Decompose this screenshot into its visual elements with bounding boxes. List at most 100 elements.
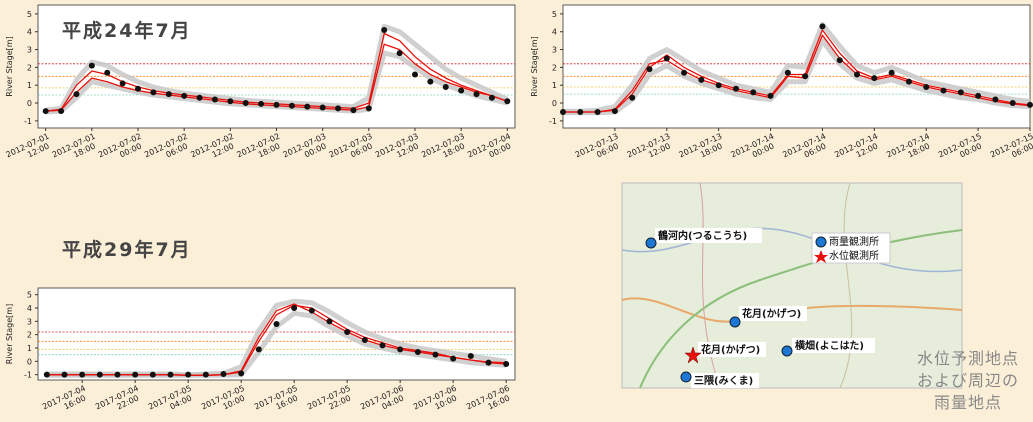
caption: および周辺の [917,371,1019,390]
observed-point [871,75,877,81]
page: -10123452012-07-0112:002012-07-0118:0020… [0,0,1033,422]
observed-point [486,360,492,366]
y-tick-label: 4 [27,304,32,313]
observed-point [468,353,474,359]
legend-label: 水位観測所 [829,249,879,262]
observed-point [327,318,333,324]
observed-point [185,372,191,378]
y-tick-label: 0 [552,99,557,108]
observed-point [166,91,172,97]
y-tick-label: 1 [27,344,32,353]
x-tick-label: 2017-07-0416:00 [41,384,91,420]
observed-point [289,103,295,109]
observed-point [197,95,203,101]
observed-point [412,72,418,78]
observed-point [941,88,947,94]
observed-point [350,107,356,113]
observed-point [716,82,722,88]
observed-point [227,98,233,104]
x-tick-label: 2017-07-0604:00 [359,384,409,420]
observed-point [733,86,739,92]
observed-point [79,372,85,378]
y-tick-label: 5 [27,291,32,300]
station-label: 鶴河内(つるこうち) [658,229,747,242]
observed-point [62,372,68,378]
station-label: 花月(かげつ) [742,307,801,320]
observed-point [309,308,315,314]
x-tick-label: 2012-07-0212:00 [189,132,239,168]
x-tick-label: 2017-07-0522:00 [306,384,356,420]
observed-point [577,109,583,115]
observed-point [681,70,687,76]
x-tick-label: 2012-07-1312:00 [626,132,676,168]
observed-point [958,89,964,95]
observed-point [837,57,843,63]
station-label: 三隈(みくま) [694,375,753,387]
y-tick-label: 0 [27,357,32,366]
y-tick-label: 3 [552,46,557,55]
caption: 雨量地点 [934,393,1002,412]
observed-point [397,346,403,352]
observed-point [258,101,264,107]
legend-label: 雨量観測所 [829,235,879,248]
observed-point [291,305,297,311]
observed-point [504,98,510,104]
x-tick-label: 2017-07-0422:00 [94,384,144,420]
observed-point [58,108,64,114]
observed-point [304,104,310,110]
observed-point [335,105,341,111]
x-tick-label: 2012-07-0300:00 [282,132,332,168]
observed-point [320,105,326,111]
plot-area [38,288,515,380]
observed-point [785,70,791,76]
observed-point [458,88,464,94]
observed-point [181,93,187,99]
observed-point [474,91,480,97]
observed-point [256,346,262,352]
y-tick-label: 2 [27,63,32,72]
rain-station [730,317,740,327]
x-tick-label: 2012-07-0218:00 [235,132,285,168]
observed-point [362,337,368,343]
observed-point [427,79,433,85]
x-tick-label: 2017-07-0616:00 [465,384,515,420]
observed-point [104,70,110,76]
rain-station [646,238,656,248]
y-axis-label: River Stage[m] [5,304,14,364]
map: 鶴河内(つるこうち) 花月(かげつ) 横畑(よこはた) 花月(かげつ) 三隈(み… [622,183,962,388]
observed-point [44,372,50,378]
chart-title: 平成29年7月 [62,238,192,261]
x-tick-label: 2012-07-1400:00 [729,132,779,168]
x-tick-label: 2012-07-1412:00 [833,132,883,168]
x-tick-label: 2012-07-0206:00 [143,132,193,168]
observed-point [43,108,49,114]
y-tick-label: 4 [27,28,32,37]
observed-point [889,70,895,76]
observed-point [664,55,670,61]
legend-marker [816,237,826,247]
x-tick-label: 2012-07-0306:00 [328,132,378,168]
x-tick-label: 2012-07-1418:00 [885,132,935,168]
observed-point [168,372,174,378]
observed-point [433,352,439,358]
observed-point [750,89,756,95]
observed-point [73,91,79,97]
x-tick-label: 2012-07-1306:00 [574,132,624,168]
observed-point [366,105,372,111]
observed-point [203,372,209,378]
x-tick-label: 2012-07-1318:00 [678,132,728,168]
x-tick-label: 2017-07-0504:00 [147,384,197,420]
x-tick-label: 2012-07-1506:00 [989,132,1033,168]
y-tick-label: -1 [24,371,32,380]
x-tick-label: 2017-07-0610:00 [412,384,462,420]
observed-point [97,372,103,378]
observed-point [503,361,509,367]
x-tick-label: 2012-07-0312:00 [374,132,424,168]
y-tick-label: 1 [27,81,32,90]
observed-point [381,27,387,33]
rain-station [782,346,792,356]
observed-point [906,79,912,85]
observed-point [89,63,95,69]
observed-point [380,342,386,348]
y-tick-label: 5 [27,10,32,19]
